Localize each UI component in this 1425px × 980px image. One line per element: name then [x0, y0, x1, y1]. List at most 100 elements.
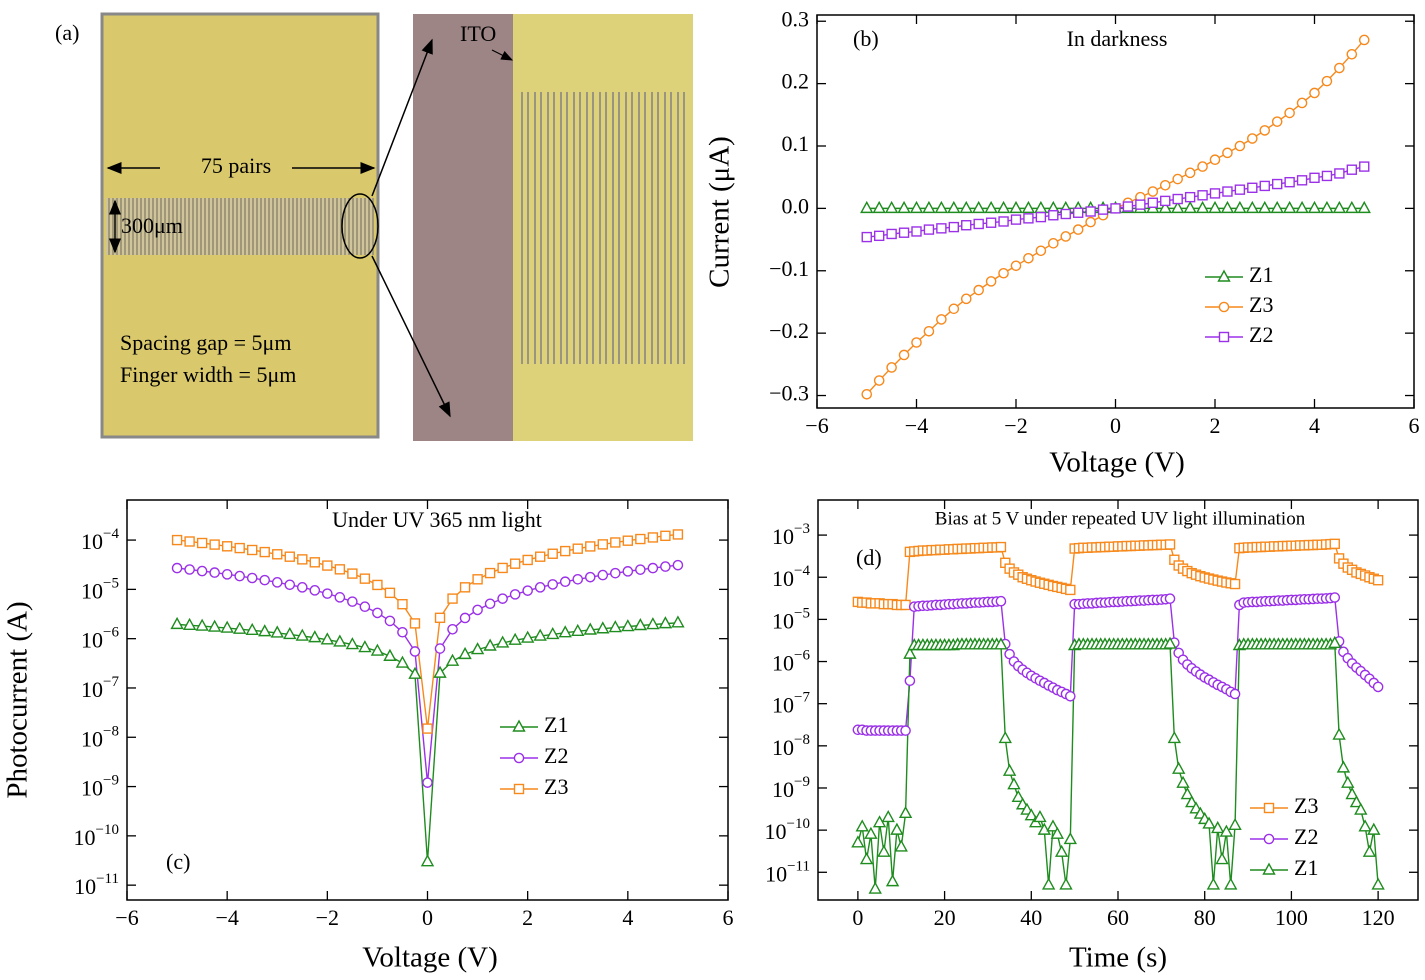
marker-circle	[259, 574, 271, 586]
marker-triangle	[408, 666, 422, 679]
marker-circle	[397, 626, 408, 638]
marker-triangle	[1034, 200, 1048, 214]
marker-triangle	[433, 665, 447, 678]
marker-square	[284, 551, 295, 562]
marker-square	[635, 533, 646, 545]
chart: −6 −4 −2 0 2 4 6 −0.3 −0.2 −0.1 0.0 0.1 0.2 0.3 Z1 Z3 Z2	[769, 6, 1419, 438]
marker-square	[259, 546, 270, 558]
panel-a: (a) 75 pairs 300μm Spacing gap = 5μm Fin…	[55, 12, 693, 441]
marker-triangle	[1371, 877, 1385, 890]
y-tick-label: 10−5	[81, 576, 119, 604]
marker-circle	[1321, 75, 1333, 87]
marker-triangle	[633, 618, 648, 631]
marker-square	[647, 532, 659, 543]
y-tick-label: 10−4	[772, 564, 810, 592]
marker-triangle	[671, 615, 685, 628]
marker-triangle	[1224, 877, 1238, 890]
panel-label: (a)	[55, 20, 79, 45]
y-tick-label: 0.1	[782, 131, 810, 156]
legend-marker	[1263, 802, 1275, 814]
marker-circle	[497, 593, 508, 604]
marker-square	[1085, 206, 1096, 217]
ito-label: ITO	[460, 21, 496, 46]
marker-circle	[372, 607, 383, 619]
marker-circle	[271, 577, 283, 588]
y-tick-label: 10−5	[772, 606, 810, 634]
x-tick-label: −6	[805, 413, 828, 438]
marker-circle	[1085, 216, 1096, 228]
marker-triangle	[884, 200, 899, 214]
marker-circle	[296, 582, 308, 593]
marker-triangle	[1176, 775, 1190, 788]
marker-triangle	[1206, 877, 1221, 890]
marker-triangle	[1172, 761, 1186, 774]
x-tick-label: 100	[1275, 905, 1308, 930]
y-tick-label: 0.2	[782, 69, 810, 94]
marker-circle	[522, 585, 533, 596]
marker-square	[1259, 180, 1270, 192]
panel-label: (b)	[853, 26, 879, 51]
marker-circle	[1060, 231, 1072, 242]
x-tick-label: −2	[1004, 413, 1027, 438]
marker-square	[447, 593, 458, 604]
marker-square	[610, 537, 621, 548]
marker-square	[1321, 170, 1333, 182]
marker-square	[973, 218, 984, 230]
marker-triangle	[959, 200, 973, 214]
marker-square	[998, 216, 1009, 227]
arrow	[491, 49, 514, 61]
arrow	[371, 38, 433, 197]
marker-circle	[1358, 34, 1370, 46]
marker-square	[359, 573, 371, 584]
marker-circle	[647, 562, 659, 574]
marker-triangle	[320, 632, 335, 645]
marker-circle	[484, 598, 496, 610]
marker-triangle	[1195, 200, 1210, 214]
marker-triangle	[558, 625, 572, 638]
marker-circle	[584, 571, 596, 583]
marker-triangle	[1211, 820, 1225, 834]
marker-circle	[221, 569, 233, 580]
legend-marker	[512, 719, 526, 732]
marker-circle	[1296, 97, 1308, 109]
marker-square	[995, 541, 1007, 553]
y-axis-label: Current (μA)	[704, 136, 736, 288]
marker-triangle	[1357, 200, 1371, 214]
x-tick-label: 0	[852, 905, 863, 930]
x-tick-label: 60	[1107, 905, 1129, 930]
marker-square	[209, 539, 220, 550]
marker-square	[948, 221, 960, 233]
marker-circle	[1309, 87, 1320, 99]
marker-square	[1035, 211, 1047, 223]
marker-triangle	[1037, 822, 1051, 835]
marker-triangle	[1158, 200, 1172, 214]
marker-circle	[409, 646, 421, 657]
marker-square	[1147, 197, 1159, 208]
chart-title: Under UV 365 nm light	[332, 507, 542, 532]
marker-square	[1284, 176, 1295, 188]
marker-square	[1296, 175, 1308, 186]
marker-triangle	[1041, 877, 1056, 890]
marker-triangle	[658, 616, 673, 629]
marker-triangle	[1033, 809, 1047, 823]
marker-triangle	[383, 648, 397, 661]
panel-label: (c)	[166, 849, 190, 874]
marker-square	[1184, 191, 1196, 203]
y-tick-label: 10−11	[765, 859, 810, 887]
marker-square	[936, 223, 947, 234]
y-tick-label: 10−8	[81, 724, 119, 752]
marker-square	[672, 529, 684, 540]
marker-triangle	[1228, 817, 1242, 831]
marker-triangle	[1328, 635, 1342, 649]
marker-triangle	[1171, 200, 1185, 214]
marker-triangle	[195, 618, 209, 631]
y-tick-label: −0.1	[769, 256, 809, 281]
marker-square	[272, 549, 283, 560]
marker-square	[409, 618, 421, 629]
marker-triangle	[608, 620, 622, 633]
marker-square	[221, 541, 233, 552]
series-line	[177, 564, 678, 783]
marker-triangle	[458, 646, 472, 660]
y-tick-label: 10−11	[74, 872, 119, 900]
